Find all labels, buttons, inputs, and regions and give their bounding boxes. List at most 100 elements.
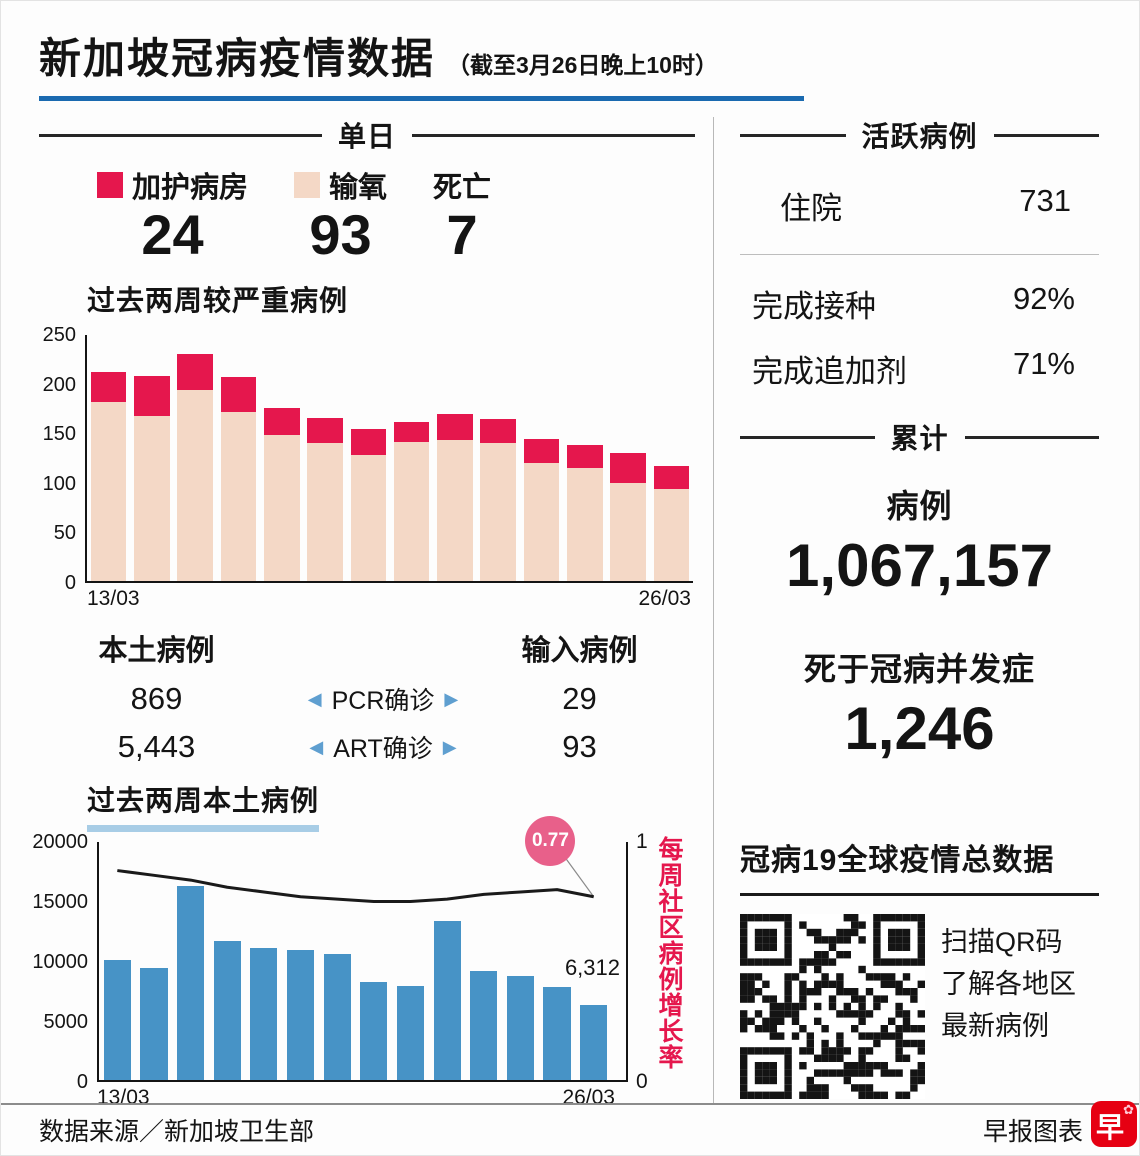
chart-credit: 早报图表 bbox=[982, 1118, 1083, 1146]
stat-oxygen-value: 93 bbox=[309, 203, 372, 266]
booster-row: 完成追加剂 71% bbox=[752, 346, 1095, 391]
severe-bar bbox=[90, 372, 127, 581]
global-data-section: 冠病19全球疫情总数据 扫描QR码 了解各地区 最新病例 bbox=[740, 835, 1099, 1099]
last-bar-label: 6,312 bbox=[564, 954, 620, 980]
severe-bar bbox=[307, 417, 343, 581]
severe-chart-y-axis: 0 50 100 150 200 250 bbox=[39, 324, 85, 594]
vaccination-rows: 完成接种 92% 完成追加剂 71% bbox=[740, 255, 1099, 391]
axis-tick-label: 0 bbox=[76, 1071, 88, 1093]
art-local-value: 5,443 bbox=[117, 729, 196, 764]
severe-bar bbox=[480, 418, 516, 581]
local-chart-y-axis: 0 5000 10000 15000 20000 bbox=[32, 831, 97, 1093]
stat-deaths-label: 死亡 bbox=[433, 172, 492, 204]
axis-tick-label: 150 bbox=[42, 423, 76, 446]
local-chart-frame: 0.77 6,312 bbox=[97, 816, 628, 1082]
axis-tick-label: 10000 bbox=[32, 951, 88, 973]
title-row: 新加坡冠病疫情数据 （截至3月26日晚上10时） bbox=[39, 25, 1099, 86]
art-label: ART确诊 bbox=[333, 735, 433, 763]
art-imported-value: 93 bbox=[562, 729, 597, 764]
column-divider bbox=[713, 117, 714, 1103]
severe-chart-title: 过去两周较严重病例 bbox=[87, 285, 349, 316]
content-columns: 单日 加护病房 24 输氧 93 bbox=[1, 109, 1139, 1109]
logo-character: 早 bbox=[1096, 1112, 1125, 1143]
vaccinated-label: 完成接种 bbox=[752, 289, 876, 324]
vaccinated-row: 完成接种 92% bbox=[752, 281, 1095, 326]
page-subtitle: （截至3月26日晚上10时） bbox=[447, 52, 718, 78]
booster-value: 71% bbox=[1012, 346, 1075, 381]
cases-table-header: 本土病例 输入病例 bbox=[39, 627, 695, 669]
axis-tick-label: 100 bbox=[42, 472, 76, 495]
severe-bar bbox=[350, 429, 387, 581]
local-cases-bar bbox=[213, 940, 241, 1080]
axis-tick-label: 250 bbox=[42, 324, 76, 346]
severe-bar bbox=[177, 353, 213, 581]
cumulative-deaths-label: 死于冠病并发症 bbox=[803, 651, 1035, 687]
local-cases-bar bbox=[543, 987, 571, 1080]
local-chart-title: 过去两周本土病例 bbox=[87, 779, 320, 832]
stat-icu-label: 加护病房 bbox=[132, 172, 249, 204]
stat-oxygen-label: 输氧 bbox=[329, 172, 388, 204]
local-cases-bar bbox=[250, 947, 278, 1080]
stat-deaths: 死亡 7 bbox=[433, 167, 491, 263]
stat-deaths-value: 7 bbox=[446, 203, 478, 266]
hospitalized-label: 住院 bbox=[780, 191, 842, 226]
pcr-label-cell: ◀ PCR确诊 ▶ bbox=[274, 681, 492, 717]
global-section-body: 扫描QR码 了解各地区 最新病例 bbox=[740, 914, 1099, 1099]
severe-bar bbox=[437, 413, 473, 581]
qr-caption-line: 了解各地区 bbox=[941, 968, 1076, 999]
growth-rate-line bbox=[99, 842, 612, 1080]
severe-cases-chart: 0 50 100 150 200 250 bbox=[39, 324, 695, 594]
arrow-left-icon: ◀ bbox=[309, 736, 324, 757]
daily-stats: 加护病房 24 输氧 93 死亡 7 bbox=[39, 167, 695, 263]
severe-chart-plot bbox=[85, 335, 693, 583]
x-end-label: 26/03 bbox=[638, 587, 691, 610]
pcr-local-value: 869 bbox=[130, 681, 183, 716]
severe-chart-x-axis: 13/03 26/03 bbox=[85, 587, 693, 611]
local-cases-header: 本土病例 bbox=[98, 635, 215, 667]
cases-table: 本土病例 输入病例 869 ◀ PCR确诊 ▶ 29 5,443 bbox=[39, 627, 695, 765]
pcr-imported-value: 29 bbox=[562, 681, 597, 716]
cumulative-deaths-value: 1,246 bbox=[844, 695, 995, 762]
booster-label: 完成追加剂 bbox=[752, 354, 907, 389]
cumulative-cases-value: 1,067,157 bbox=[786, 532, 1053, 599]
source-credit: 数据来源／新加坡卫生部 bbox=[39, 1118, 315, 1146]
severe-bar bbox=[567, 445, 603, 581]
arrow-left-icon: ◀ bbox=[307, 688, 322, 709]
x-start-label: 13/03 bbox=[87, 587, 140, 610]
local-cases-bar bbox=[506, 976, 534, 1080]
stat-icu-value: 24 bbox=[141, 203, 204, 266]
oxygen-legend-swatch-icon bbox=[294, 172, 321, 198]
axis-tick-label: 0 bbox=[636, 1070, 648, 1093]
severe-bar bbox=[220, 377, 257, 581]
severe-bar bbox=[264, 407, 300, 581]
stat-icu-label-row: 加护病房 bbox=[97, 167, 249, 204]
qr-caption-line: 扫描QR码 bbox=[941, 927, 1063, 957]
right-column: 活跃病例 住院 731 完成接种 92% 完成追加剂 71% 累计 bbox=[714, 109, 1139, 1103]
growth-rate-badge: 0.77 bbox=[525, 816, 576, 866]
section-cumulative-header: 累计 bbox=[740, 417, 1099, 457]
severe-bar bbox=[393, 421, 430, 581]
section-active-header: 活跃病例 bbox=[740, 115, 1099, 155]
global-section-title: 冠病19全球疫情总数据 bbox=[740, 835, 1099, 896]
local-cases-bar bbox=[470, 970, 498, 1080]
arrow-right-icon: ▶ bbox=[444, 688, 459, 709]
stat-deaths-label-row: 死亡 bbox=[433, 167, 492, 204]
flower-icon: ✿ bbox=[1123, 1102, 1134, 1117]
footer: 数据来源／新加坡卫生部 早报图表 bbox=[1, 1103, 1139, 1155]
cumulative-cases-label: 病例 bbox=[886, 488, 953, 524]
stat-oxygen-label-row: 输氧 bbox=[294, 167, 388, 204]
axis-tick-label: 20000 bbox=[32, 831, 88, 853]
local-cases-bar bbox=[177, 886, 205, 1080]
qr-caption: 扫描QR码 了解各地区 最新病例 bbox=[941, 914, 1076, 1099]
table-row-art: 5,443 ◀ ART确诊 ▶ 93 bbox=[39, 729, 695, 765]
severe-bar bbox=[653, 465, 690, 581]
local-cases-bar bbox=[396, 986, 425, 1080]
hospitalized-value: 731 bbox=[1019, 183, 1071, 218]
section-daily-header: 单日 bbox=[39, 115, 695, 155]
local-cases-bar bbox=[323, 953, 351, 1080]
arrow-right-icon: ▶ bbox=[442, 736, 457, 757]
severe-bar bbox=[523, 439, 560, 581]
section-cumulative-title: 累计 bbox=[890, 423, 949, 454]
